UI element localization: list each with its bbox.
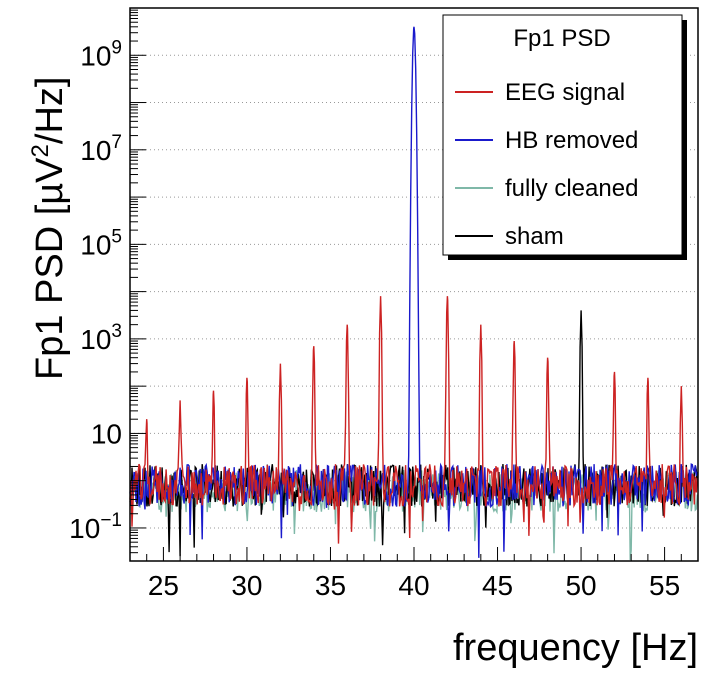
legend: Fp1 PSD EEG signal HB removed fully cleane…	[442, 14, 687, 260]
y-tick-label: 103	[80, 321, 122, 355]
y-axis-title-end: /Hz]	[29, 77, 71, 145]
y-tick-label: 107	[80, 132, 122, 166]
y-tick-label: 105	[80, 226, 122, 260]
y-tick-label: 10	[91, 418, 122, 449]
x-tick-label: 40	[398, 570, 429, 601]
grid	[130, 7, 698, 529]
x-tick-label: 25	[148, 570, 179, 601]
x-axis: 25 30 35 40 45 50 55	[129, 547, 699, 601]
y-axis: 10−1 10 103 105 107 109	[69, 7, 146, 562]
x-tick-label: 45	[482, 570, 513, 601]
x-tick-label: 30	[231, 570, 262, 601]
y-tick-label: 10−1	[69, 510, 122, 544]
legend-label: sham	[505, 223, 564, 250]
y-axis-title: Fp1 PSD [µV2/Hz]	[27, 77, 71, 380]
legend-label: fully cleaned	[505, 175, 638, 202]
series-eeg-signal	[129, 296, 698, 544]
x-tick-label: 55	[649, 570, 680, 601]
x-tick-label: 35	[315, 570, 346, 601]
y-tick-label: 109	[80, 37, 122, 71]
legend-box	[442, 14, 683, 256]
x-axis-title: frequency [Hz]	[453, 627, 698, 669]
legend-entries: EEG signal HB removed fully cleaned sham	[455, 79, 638, 250]
y-axis-title-main: Fp1 PSD [µV	[29, 157, 71, 380]
series-group	[129, 26, 698, 561]
legend-title: Fp1 PSD	[513, 25, 610, 52]
legend-label: HB removed	[505, 127, 638, 154]
y-axis-title-sup: 2	[27, 144, 54, 157]
x-tick-label: 50	[565, 570, 596, 601]
legend-label: EEG signal	[505, 79, 625, 106]
